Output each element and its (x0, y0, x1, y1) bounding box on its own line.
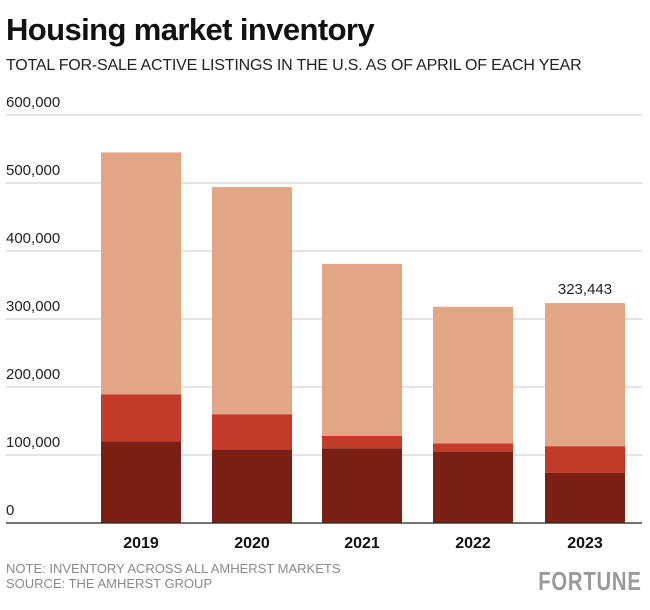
bar-segment (322, 448, 402, 523)
x-tick-label: 2023 (567, 535, 603, 552)
bar-segment (101, 152, 181, 395)
chart-title: Housing market inventory (6, 12, 375, 47)
bar-segment (545, 472, 625, 523)
source-note: SOURCE: THE AMHERST GROUP (6, 576, 213, 591)
bar-chart: 0 100,000 200,000 300,000 400,000 500,000 600,… (6, 94, 642, 552)
y-tick-label: 100,000 (6, 434, 60, 451)
fortune-logo: FORTUNE (538, 566, 642, 596)
y-tick-label: 500,000 (6, 162, 60, 179)
bar-segment (433, 451, 513, 523)
bar-segment (545, 446, 625, 473)
bar-segment (545, 303, 625, 447)
x-tick-label: 2021 (344, 535, 380, 552)
x-tick-label: 2019 (123, 535, 159, 552)
bar-segment (212, 187, 292, 415)
y-tick-label: 600,000 (6, 94, 60, 111)
bar-segment (433, 306, 513, 444)
y-tick-label: 400,000 (6, 230, 60, 247)
x-tick-label: 2022 (455, 535, 491, 552)
y-tick-label: 0 (6, 502, 14, 519)
bar-segment (322, 435, 402, 449)
footnote: NOTE: INVENTORY ACROSS ALL AMHERST MARKE… (6, 561, 341, 576)
bar-segment (212, 449, 292, 523)
y-tick-label: 200,000 (6, 366, 60, 383)
x-tick-label: 2020 (234, 535, 270, 552)
bar-segment (101, 441, 181, 523)
bar-segment (212, 414, 292, 450)
y-tick-label: 300,000 (6, 298, 60, 315)
bar-segment (433, 443, 513, 452)
bar-segment (101, 394, 181, 442)
chart-subtitle: TOTAL FOR-SALE ACTIVE LISTINGS IN THE U.… (6, 57, 582, 74)
data-label: 323,443 (558, 281, 612, 298)
bar-segment (322, 263, 402, 436)
